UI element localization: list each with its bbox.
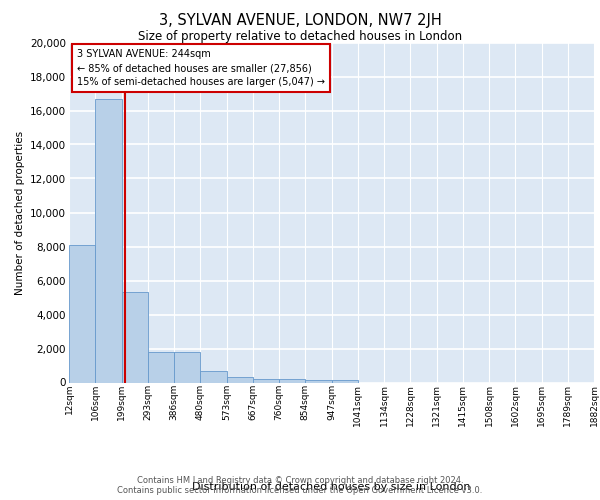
Bar [305,380,331,382]
Bar [95,98,121,383]
Text: Contains public sector information licensed under the Open Government Licence v3: Contains public sector information licen… [118,486,482,495]
Bar [200,370,227,382]
Text: 3 SYLVAN AVENUE: 244sqm
← 85% of detached houses are smaller (27,856)
15% of sem: 3 SYLVAN AVENUE: 244sqm ← 85% of detache… [77,50,325,88]
X-axis label: Distribution of detached houses by size in London: Distribution of detached houses by size … [192,482,471,492]
Y-axis label: Number of detached properties: Number of detached properties [14,130,25,294]
Bar [69,245,95,382]
Text: 3, SYLVAN AVENUE, LONDON, NW7 2JH: 3, SYLVAN AVENUE, LONDON, NW7 2JH [158,12,442,28]
Bar [279,379,305,382]
Bar [121,292,148,382]
Bar [148,352,174,382]
Bar [331,380,358,382]
Bar [253,379,279,382]
Bar [227,378,253,382]
Bar [174,352,200,382]
Text: Size of property relative to detached houses in London: Size of property relative to detached ho… [138,30,462,43]
Text: Contains HM Land Registry data © Crown copyright and database right 2024.: Contains HM Land Registry data © Crown c… [137,476,463,485]
